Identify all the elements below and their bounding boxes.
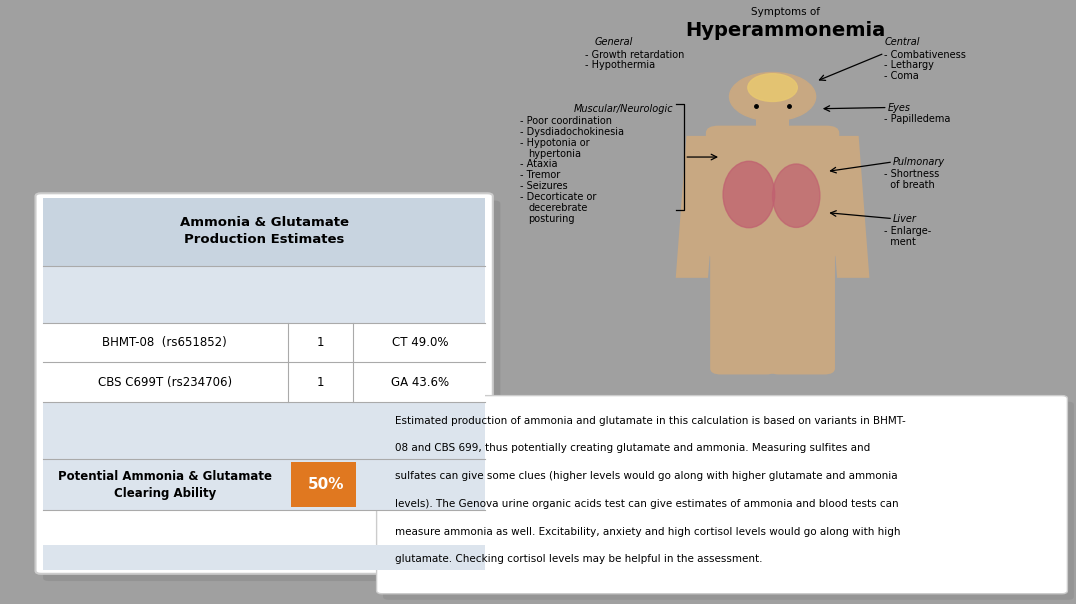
- Text: 08 and CBS 699, thus potentially creating glutamate and ammonia. Measuring sulfi: 08 and CBS 699, thus potentially creatin…: [395, 443, 870, 454]
- Text: levels). The Genova urine organic acids test can give estimates of ammonia and b: levels). The Genova urine organic acids …: [395, 499, 898, 509]
- FancyBboxPatch shape: [706, 126, 839, 258]
- Bar: [43, 266, 485, 323]
- Bar: [43, 459, 485, 510]
- Text: - Coma: - Coma: [884, 71, 919, 82]
- Circle shape: [748, 74, 797, 101]
- Text: Pulmonary: Pulmonary: [893, 157, 945, 167]
- Text: - Poor coordination: - Poor coordination: [520, 116, 612, 126]
- Text: - Hypothermia: - Hypothermia: [585, 60, 655, 71]
- FancyBboxPatch shape: [768, 242, 835, 374]
- Bar: [43, 323, 485, 362]
- Bar: [756, 118, 789, 136]
- Ellipse shape: [773, 164, 820, 227]
- Text: Liver: Liver: [893, 214, 917, 225]
- FancyBboxPatch shape: [43, 201, 500, 581]
- Text: General: General: [595, 37, 634, 48]
- Text: Ammonia & Glutamate
Production Estimates: Ammonia & Glutamate Production Estimates: [180, 216, 349, 246]
- Text: - Seizures: - Seizures: [520, 181, 567, 191]
- Text: CBS C699T (rs234706): CBS C699T (rs234706): [98, 376, 231, 388]
- Text: - Decorticate or: - Decorticate or: [520, 192, 596, 202]
- Text: - Enlarge-: - Enlarge-: [884, 226, 932, 237]
- Text: Muscular/Neurologic: Muscular/Neurologic: [574, 104, 674, 114]
- Text: 50%: 50%: [308, 477, 344, 492]
- Text: - Combativeness: - Combativeness: [884, 50, 966, 60]
- Text: sulfates can give some clues (higher levels would go along with higher glutamate: sulfates can give some clues (higher lev…: [395, 471, 897, 481]
- Text: - Lethargy: - Lethargy: [884, 60, 934, 71]
- Bar: [291, 462, 356, 507]
- Ellipse shape: [723, 161, 775, 228]
- FancyBboxPatch shape: [383, 402, 1074, 600]
- Text: CT 49.0%: CT 49.0%: [392, 336, 449, 349]
- Text: posturing: posturing: [528, 214, 575, 224]
- Text: Estimated production of ammonia and glutamate in this calculation is based on va: Estimated production of ammonia and glut…: [395, 416, 906, 426]
- Text: - Shortness: - Shortness: [884, 169, 939, 179]
- Text: ment: ment: [884, 237, 917, 248]
- Text: - Papilledema: - Papilledema: [884, 114, 951, 124]
- Text: - Ataxia: - Ataxia: [520, 159, 557, 170]
- Text: - Growth retardation: - Growth retardation: [585, 50, 684, 60]
- Text: - Tremor: - Tremor: [520, 170, 560, 181]
- Bar: [43, 198, 485, 266]
- Bar: [43, 362, 485, 402]
- Text: Eyes: Eyes: [888, 103, 910, 113]
- Bar: [43, 402, 485, 459]
- FancyBboxPatch shape: [377, 396, 1067, 594]
- Text: - Hypotonia or: - Hypotonia or: [520, 138, 590, 148]
- Text: - Dysdiadochokinesia: - Dysdiadochokinesia: [520, 127, 624, 137]
- Text: decerebrate: decerebrate: [528, 203, 587, 213]
- Text: Potential Ammonia & Glutamate
Clearing Ability: Potential Ammonia & Glutamate Clearing A…: [58, 470, 271, 500]
- FancyBboxPatch shape: [36, 193, 493, 574]
- Text: 1: 1: [317, 336, 324, 349]
- Text: BHMT-08  (rs651852): BHMT-08 (rs651852): [102, 336, 227, 349]
- Bar: [43, 545, 485, 570]
- Text: hypertonia: hypertonia: [528, 149, 581, 159]
- Text: of breath: of breath: [884, 180, 935, 190]
- Text: Symptoms of: Symptoms of: [751, 7, 820, 18]
- Text: glutamate. Checking cortisol levels may be helpful in the assessment.: glutamate. Checking cortisol levels may …: [395, 554, 763, 565]
- Text: Central: Central: [884, 37, 920, 48]
- Text: Hyperammonemia: Hyperammonemia: [685, 21, 886, 39]
- Text: GA 43.6%: GA 43.6%: [391, 376, 450, 388]
- Polygon shape: [676, 136, 719, 278]
- Text: 1: 1: [317, 376, 324, 388]
- Circle shape: [730, 72, 816, 121]
- FancyBboxPatch shape: [710, 242, 777, 374]
- Text: measure ammonia as well. Excitability, anxiety and high cortisol levels would go: measure ammonia as well. Excitability, a…: [395, 527, 901, 537]
- Polygon shape: [826, 136, 869, 278]
